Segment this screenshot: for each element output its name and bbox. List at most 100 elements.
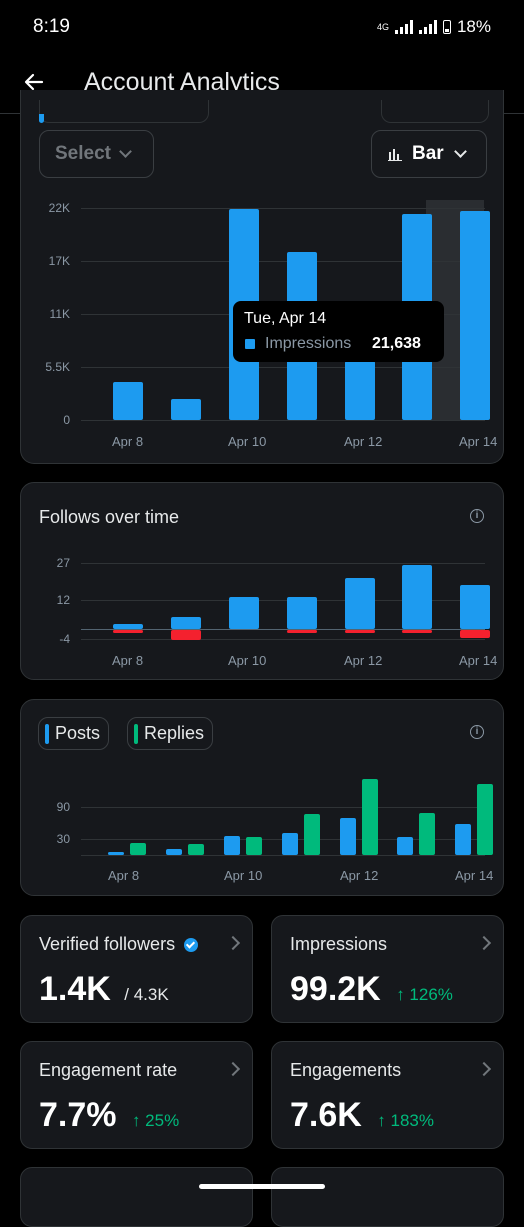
legend-posts[interactable]: Posts xyxy=(38,717,109,750)
signal-icon xyxy=(394,20,413,34)
gridline xyxy=(81,367,485,368)
battery-icon xyxy=(442,20,451,34)
info-icon[interactable]: i xyxy=(470,509,484,523)
y-tick-label: 90 xyxy=(56,800,70,815)
engagement-rate-card[interactable]: Engagement rate 7.7% ↑ 25% xyxy=(20,1041,253,1149)
y-tick-label: 5.5K xyxy=(45,360,70,374)
follows-gained-bar xyxy=(402,565,432,630)
verified-followers-value: 1.4K / 4.3K xyxy=(39,970,169,1008)
tooltip-value: 21,638 xyxy=(372,335,421,352)
posts-label: Posts xyxy=(55,723,101,743)
posts-chart-card: Posts Replies i 90 30 Apr 8 Apr 10 Apr 12 Apr… xyxy=(20,699,504,896)
impressions-value: 99.2K ↑ 126% xyxy=(290,970,453,1008)
follows-lost-bar xyxy=(345,630,375,633)
posts-replies-bar-chart: 90 30 Apr 8 Apr 10 Apr 12 Apr 14 xyxy=(21,768,505,893)
posts-bar xyxy=(108,852,124,855)
clipped-tab-marker xyxy=(39,114,44,123)
x-tick-label: Apr 10 xyxy=(224,868,263,883)
follows-lost-bar xyxy=(460,630,490,638)
engagements-label: Engagements xyxy=(290,1060,402,1080)
replies-bar xyxy=(130,843,146,855)
tooltip-series: Impressions xyxy=(265,335,352,352)
chevron-right-icon xyxy=(476,1061,492,1077)
gridline xyxy=(81,639,485,640)
x-tick-label: Apr 12 xyxy=(344,434,383,449)
tooltip-swatch xyxy=(245,339,255,349)
x-tick-label: Apr 12 xyxy=(344,653,383,668)
follows-lost-bar xyxy=(113,630,143,633)
stat-card-peek xyxy=(271,1167,504,1227)
verified-followers-label: Verified followers xyxy=(39,934,199,955)
battery-level: 18% xyxy=(456,17,491,36)
select-dropdown[interactable]: Select xyxy=(39,130,154,178)
replies-bar xyxy=(362,779,378,855)
bar-chart-icon xyxy=(388,149,402,161)
follows-lost-bar xyxy=(171,630,201,640)
replies-bar xyxy=(304,814,320,855)
y-tick-label: 30 xyxy=(56,832,70,847)
impressions-card[interactable]: Impressions 99.2K ↑ 126% xyxy=(271,915,504,1023)
posts-bar xyxy=(282,832,298,855)
x-tick-label: Apr 8 xyxy=(108,868,140,883)
impressions-bar xyxy=(345,361,375,420)
baseline xyxy=(81,855,485,856)
x-tick-label: Apr 14 xyxy=(459,653,498,668)
replies-swatch xyxy=(134,723,138,744)
y-tick-label: 11K xyxy=(49,307,70,321)
verified-followers-total: / 4.3K xyxy=(124,985,169,1004)
posts-bar xyxy=(397,837,413,855)
legend-replies[interactable]: Replies xyxy=(127,717,213,750)
select-label: Select xyxy=(55,143,111,164)
stat-card-peek xyxy=(20,1167,253,1227)
home-indicator[interactable] xyxy=(199,1184,325,1189)
engagements-card[interactable]: Engagements 7.6K ↑ 183% xyxy=(271,1041,504,1149)
chevron-down-icon xyxy=(119,145,132,158)
follows-bar-chart: 27 12 -4 Apr 8 Apr 10 Apr 12 Apr 14 xyxy=(21,545,505,675)
verified-followers-card[interactable]: Verified followers 1.4K / 4.3K xyxy=(20,915,253,1023)
status-icons: 4G 18% xyxy=(377,17,491,37)
x-tick-label: Apr 12 xyxy=(340,868,379,883)
chevron-down-icon xyxy=(453,145,467,158)
chevron-right-icon xyxy=(225,935,241,951)
info-icon[interactable]: i xyxy=(470,725,484,739)
chart-type-dropdown[interactable]: Bar xyxy=(371,130,487,178)
chevron-right-icon xyxy=(225,1061,241,1077)
x-tick-label: Apr 8 xyxy=(112,653,144,668)
y-tick-label: 17K xyxy=(48,254,70,268)
x-tick-label: Apr 10 xyxy=(228,653,267,668)
gridline xyxy=(81,599,485,601)
clipped-tab xyxy=(39,100,209,123)
y-tick-label: 27 xyxy=(56,556,70,570)
impressions-label: Impressions xyxy=(290,934,388,954)
engagement-rate-value: 7.7% ↑ 25% xyxy=(39,1096,180,1134)
gridline xyxy=(81,261,485,262)
replies-bar xyxy=(477,784,493,855)
gridline xyxy=(81,563,485,564)
tooltip-date: Tue, Apr 14 xyxy=(244,310,327,327)
replies-bar xyxy=(188,844,204,855)
engagement-rate-change: ↑ 25% xyxy=(131,1111,180,1130)
follows-lost-bar xyxy=(402,630,432,633)
follows-gained-bar xyxy=(171,616,201,630)
network-label: 4G xyxy=(376,22,389,32)
follows-gained-bar xyxy=(345,577,375,630)
y-tick-label: 0 xyxy=(63,413,70,427)
posts-swatch xyxy=(45,723,49,744)
follows-gained-bar xyxy=(113,624,143,630)
clipped-tab-right xyxy=(381,100,489,123)
verified-badge-icon xyxy=(184,938,199,953)
impressions-bar xyxy=(171,398,201,420)
engagement-rate-label: Engagement rate xyxy=(39,1060,178,1080)
back-arrow-icon[interactable] xyxy=(22,70,46,94)
engagements-change: ↑ 183% xyxy=(377,1111,434,1130)
chart-type-label: Bar xyxy=(412,143,444,164)
impressions-bar xyxy=(113,382,143,420)
x-tick-label: Apr 8 xyxy=(112,434,144,449)
replies-bar xyxy=(419,813,435,855)
gridline xyxy=(81,807,485,809)
signal-2-icon xyxy=(418,20,437,34)
engagements-value: 7.6K ↑ 183% xyxy=(290,1096,434,1134)
x-tick-label: Apr 14 xyxy=(455,868,494,883)
impressions-chart-card: Select Bar 22K 17K 11K 5.5K 0 Apr 8 Apr 10 Apr … xyxy=(20,90,504,464)
impressions-change: ↑ 126% xyxy=(396,985,453,1004)
